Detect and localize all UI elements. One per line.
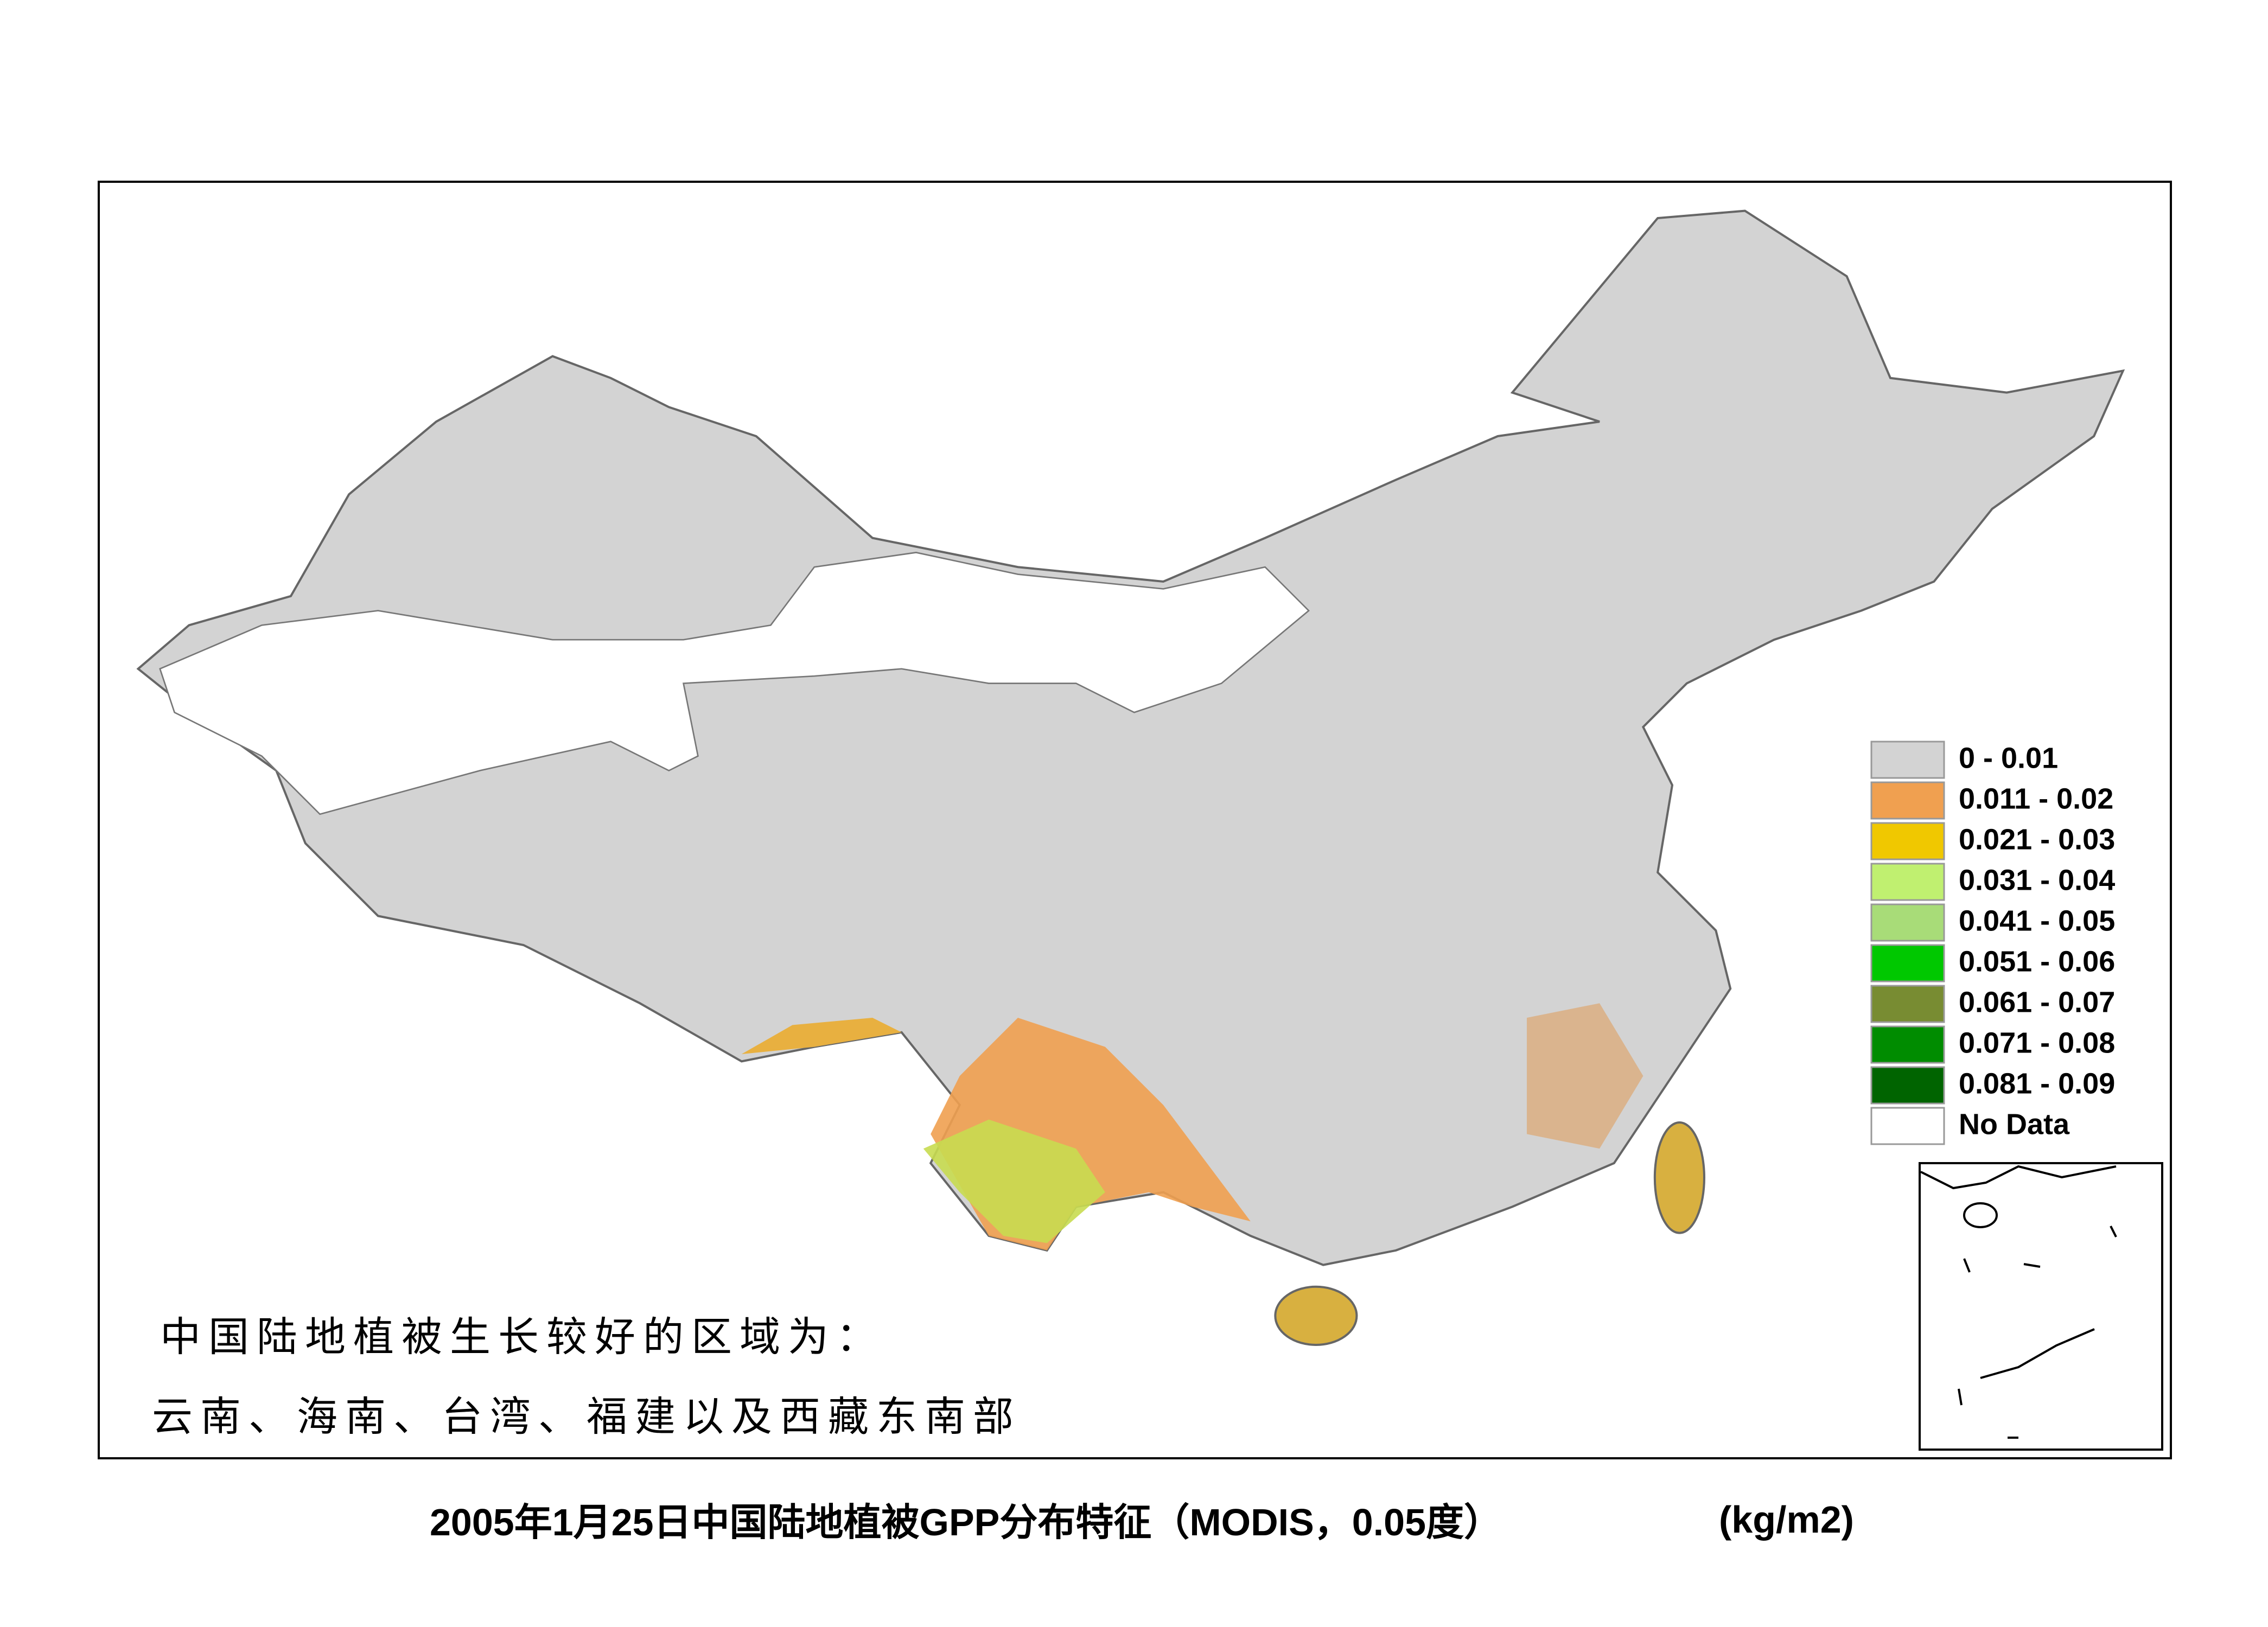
legend-label: 0.011 - 0.02 (1959, 782, 2113, 815)
hainan (1274, 1285, 1358, 1347)
inset-hainan (1963, 1202, 1998, 1228)
legend-label: No Data (1959, 1108, 2070, 1140)
legend-label: 0.061 - 0.07 (1959, 986, 2115, 1018)
legend-swatch (1870, 1107, 1945, 1145)
legend-swatch (1870, 863, 1945, 901)
legend-label: 0 - 0.01 (1959, 742, 2058, 774)
legend: 0 - 0.01 0.011 - 0.02 0.021 - 0.03 0.031 - … (1870, 741, 2115, 1145)
legend-swatch (1870, 1025, 1945, 1064)
no-data-region (159, 552, 1310, 815)
legend-label: 0.051 - 0.06 (1959, 945, 2115, 978)
inset-frame (1919, 1162, 2163, 1451)
annotation: 云南、海南、台湾、福建以及西藏东南部 (152, 1393, 1021, 1440)
china-outline (136, 209, 2125, 1266)
legend-label: 0.081 - 0.09 (1959, 1067, 2115, 1100)
legend-label: 0.041 - 0.05 (1959, 904, 2115, 937)
legend-swatch (1870, 944, 1945, 982)
map-title: 2005年1月25日中国陆地植被GPP分布特征（MODIS，0.05度） (430, 1501, 1502, 1543)
tibet-southeast (741, 1018, 902, 1054)
unit-label: (kg/m2) (1719, 1498, 1854, 1541)
taiwan (1653, 1121, 1705, 1234)
legend-label: 0.071 - 0.08 (1959, 1026, 2115, 1059)
legend-label: 0.021 - 0.03 (1959, 823, 2115, 856)
annotation: 中国陆地植被生长较好的区域为： (160, 1313, 884, 1361)
china-map (136, 209, 2125, 1347)
fujian-region (1527, 1003, 1643, 1149)
legend-label: 0.031 - 0.04 (1959, 864, 2115, 896)
inset-islands (1958, 1226, 2117, 1439)
inset-coast (1920, 1165, 2117, 1190)
legend-swatch (1870, 822, 1945, 860)
legend-swatch (1870, 903, 1945, 942)
legend-swatch (1870, 781, 1945, 820)
legend-swatch (1870, 985, 1945, 1023)
legend-swatch (1870, 1066, 1945, 1105)
legend-swatch (1870, 741, 1945, 779)
inset-south-sea (1919, 1162, 2163, 1451)
yunnan-south (923, 1119, 1105, 1243)
